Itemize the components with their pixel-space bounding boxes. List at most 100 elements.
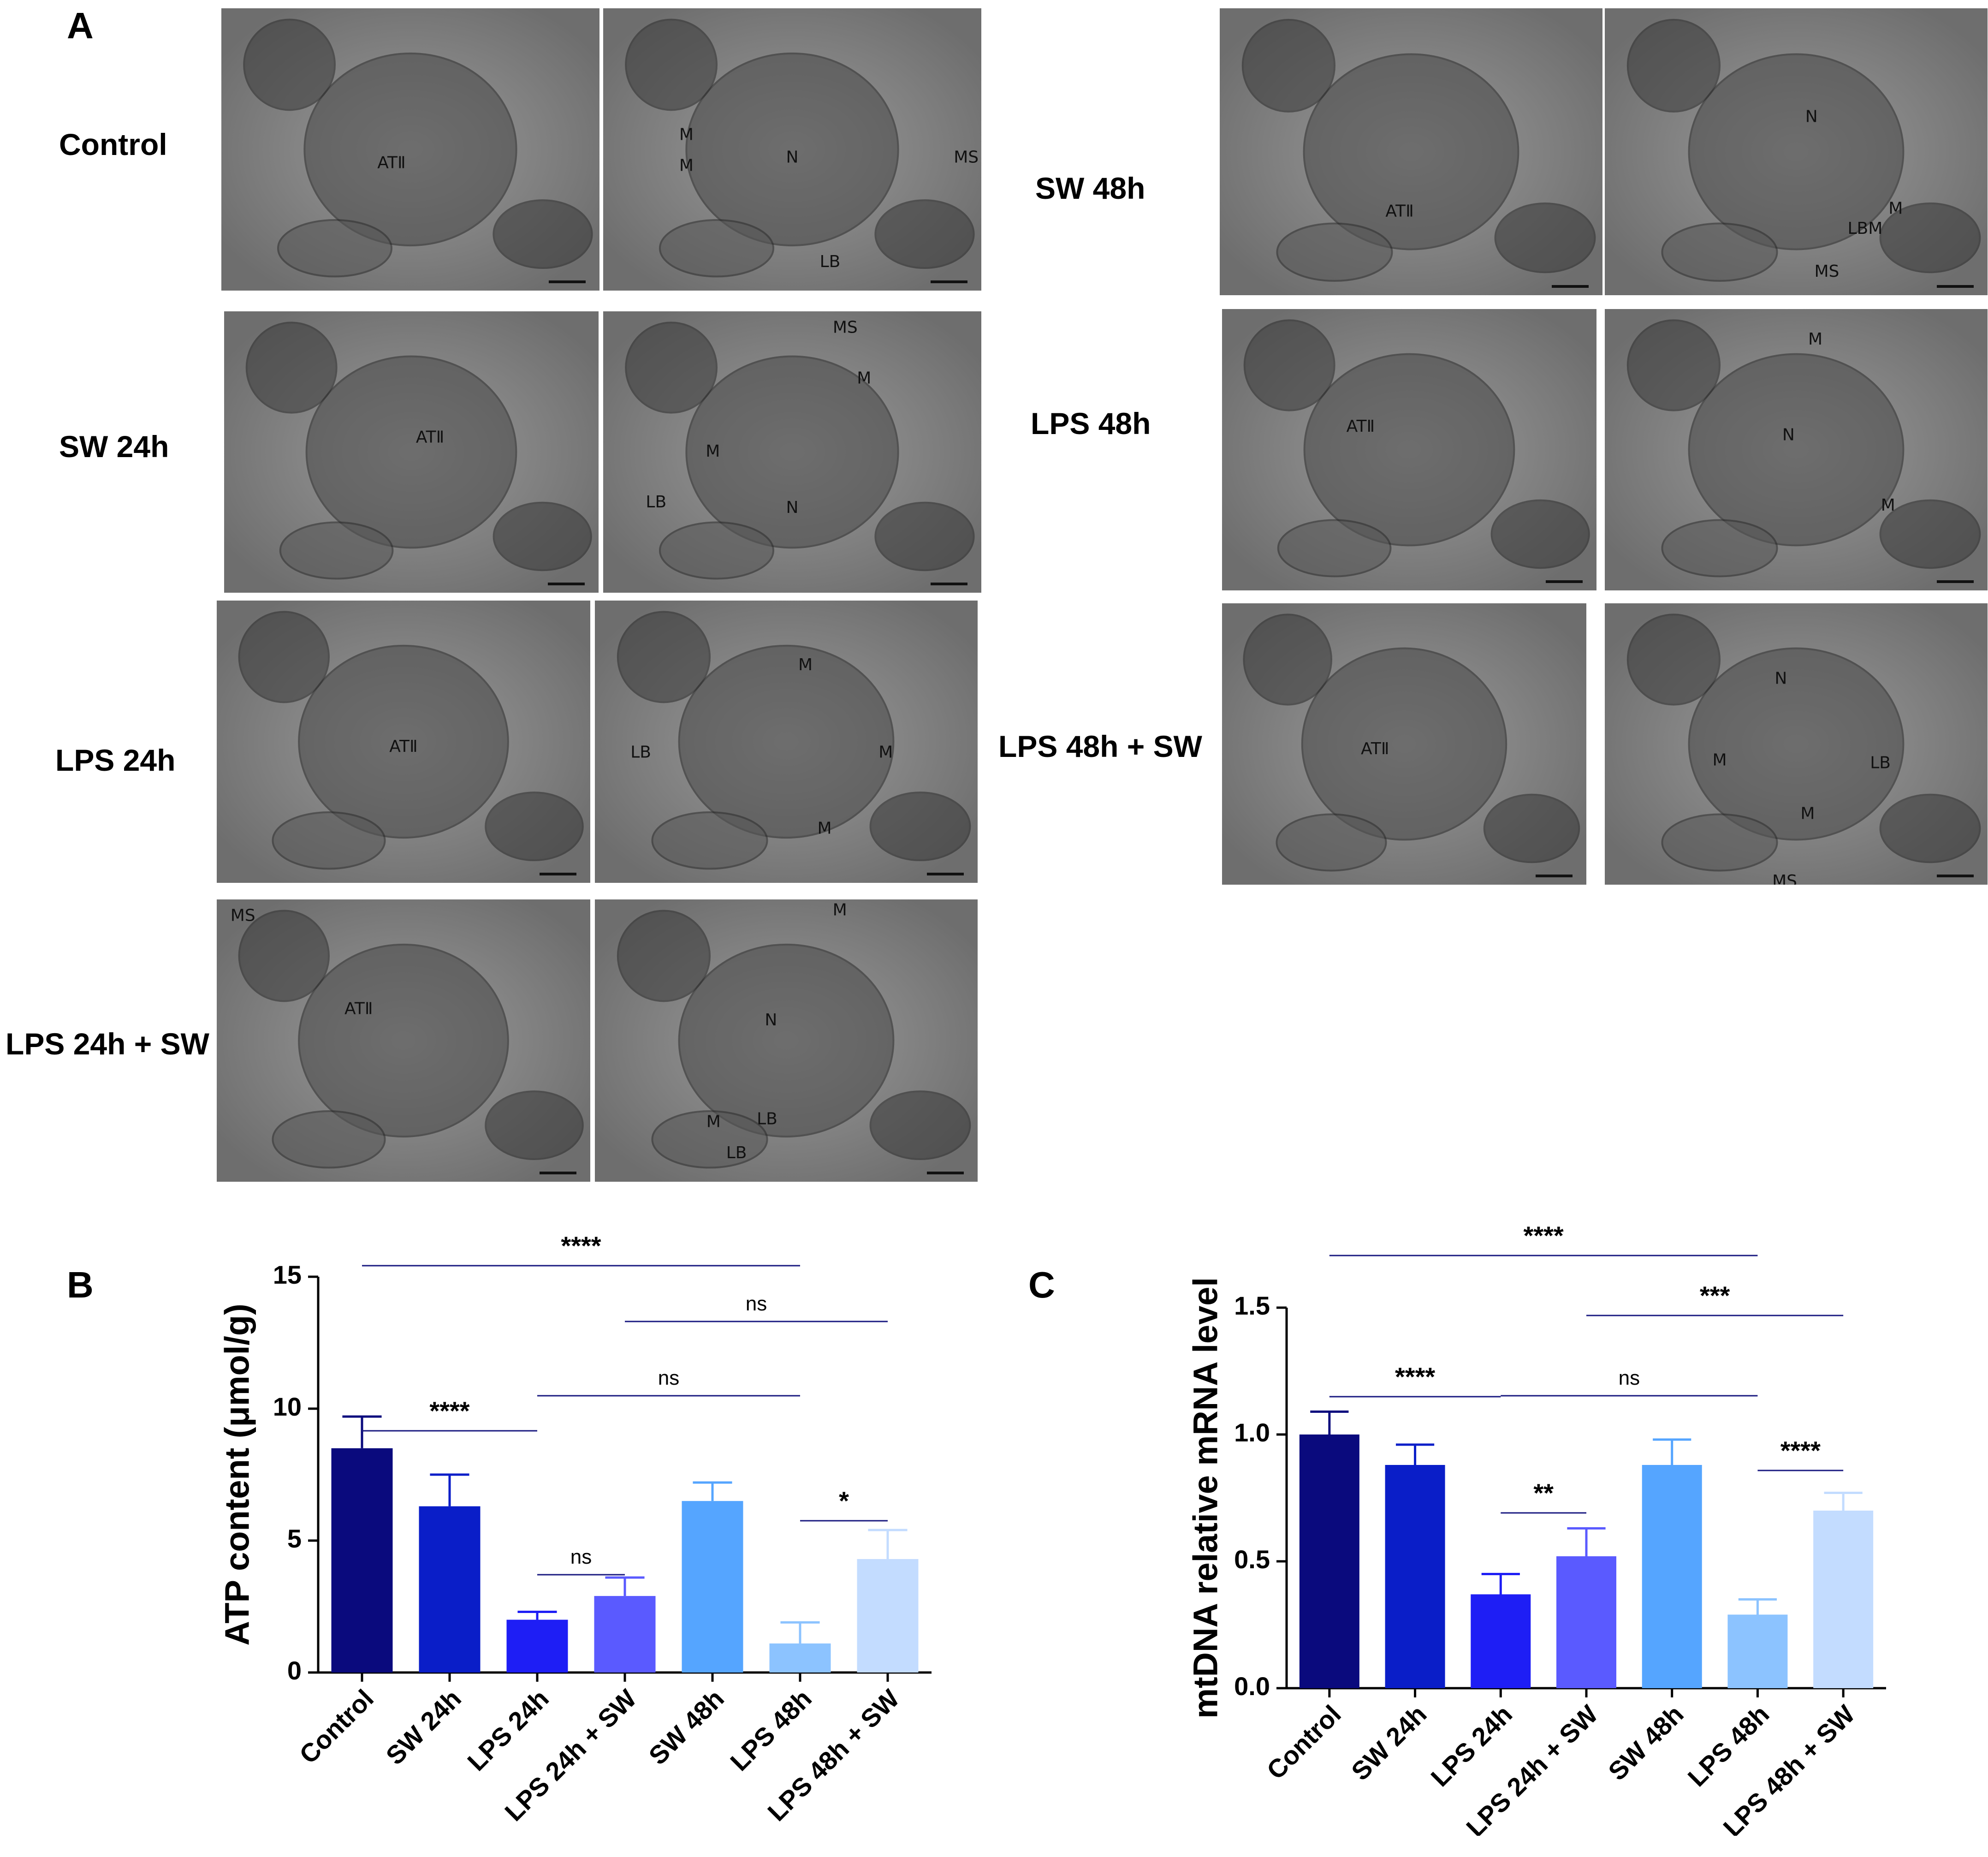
x-tick-label: SW 24h (1346, 1699, 1432, 1786)
em-annotation: M (1881, 496, 1895, 515)
row-label-sw-48h: SW 48h (1035, 171, 1145, 205)
bar (594, 1596, 656, 1672)
y-tick-label: 5 (287, 1524, 302, 1553)
bar (1556, 1556, 1616, 1688)
significance-label: ns (658, 1367, 679, 1389)
em-micrograph: ATⅡ (217, 601, 590, 883)
panel-label-b: B (67, 1264, 94, 1305)
em-micrograph: ATⅡ (1222, 603, 1586, 885)
em-annotation: M (798, 655, 813, 674)
em-annotation: N (786, 148, 799, 167)
em-micrograph: MS ATⅡ (217, 899, 590, 1182)
significance-label: **** (1780, 1436, 1821, 1465)
em-annotation: M (1712, 751, 1727, 770)
y-tick-label: 1.0 (1234, 1418, 1270, 1447)
significance-label: ** (1533, 1478, 1554, 1507)
significance-label: ns (1619, 1367, 1640, 1389)
em-annotation: LB (630, 743, 651, 762)
em-annotation: ATⅡ (416, 428, 445, 447)
em-micrograph: ATⅡ (1222, 309, 1596, 590)
em-annotation: MS (1814, 262, 1839, 281)
x-tick-label: SW 48h (1602, 1699, 1689, 1786)
bar (682, 1501, 743, 1672)
x-tick-label: SW 24h (380, 1684, 467, 1770)
em-annotation: ATⅡ (389, 737, 418, 756)
em-annotation: ATⅡ (344, 1000, 373, 1018)
y-tick-label: 15 (273, 1260, 302, 1289)
row-label-control: Control (59, 127, 167, 161)
em-annotation: LB (820, 252, 841, 271)
y-axis-label: ATP content (μmol/g) (221, 1303, 256, 1645)
em-micrograph: ATⅡ (221, 8, 599, 291)
bar (857, 1559, 919, 1672)
bar (331, 1448, 393, 1672)
significance-label: **** (1395, 1362, 1435, 1391)
em-annotation: MS (231, 906, 255, 925)
em-micrograph: M N M LB LB (595, 899, 978, 1182)
em-micrograph: N M LBM MS (1605, 8, 1988, 295)
em-micrograph: M M N MS LB (603, 8, 981, 291)
em-annotation: LB (726, 1143, 747, 1162)
em-annotation: M (1888, 199, 1903, 218)
significance-label: ns (570, 1546, 592, 1568)
significance-label: *** (1700, 1281, 1730, 1310)
bar (1299, 1434, 1359, 1688)
x-tick-label: LPS 48h (724, 1684, 817, 1776)
em-annotation: N (1805, 107, 1818, 126)
em-annotation: M (1808, 330, 1822, 349)
bar (506, 1619, 568, 1672)
y-axis-label: mtDNA relative mRNA level (1187, 1277, 1225, 1719)
significance-label: ns (746, 1292, 767, 1315)
em-annotation: LB (646, 493, 666, 512)
em-annotation: M (679, 125, 694, 144)
em-annotation: LBM (1847, 219, 1882, 238)
em-annotation: M (706, 1112, 721, 1131)
panel-label-c: C (1028, 1264, 1055, 1305)
em-annotation: LB (1870, 754, 1891, 773)
row-label-lps-48h-sw: LPS 48h + SW (998, 729, 1202, 763)
x-tick-label: SW 48h (643, 1684, 730, 1770)
bar (1385, 1465, 1445, 1688)
em-annotation: MS (1772, 872, 1797, 885)
em-annotation: MS (954, 148, 979, 167)
em-annotation: MS (833, 318, 858, 337)
em-annotation: M (833, 900, 847, 919)
y-tick-label: 0 (287, 1656, 302, 1685)
em-annotation: M (857, 369, 871, 387)
em-annotation: ATⅡ (1361, 739, 1389, 758)
em-micrograph: ATⅡ (224, 311, 599, 593)
bar (419, 1506, 481, 1672)
x-tick-label: LPS 24h (462, 1684, 554, 1776)
em-annotation: LB (757, 1109, 777, 1128)
row-label-lps-24h-sw: LPS 24h + SW (6, 1027, 209, 1061)
x-tick-label: Control (1261, 1699, 1346, 1785)
bar (1813, 1511, 1874, 1688)
y-tick-label: 0.5 (1234, 1545, 1270, 1574)
significance-label: **** (561, 1231, 601, 1260)
row-label-lps-24h: LPS 24h (55, 743, 176, 777)
em-annotation: N (1782, 426, 1795, 445)
em-annotation: ATⅡ (377, 154, 406, 173)
significance-label: * (839, 1486, 849, 1515)
em-micrograph: ATⅡ (1220, 8, 1602, 295)
em-micrograph: M LB M M (595, 601, 978, 883)
panel-label-a: A (67, 5, 94, 46)
em-micrograph: MS M M LB N (603, 311, 981, 593)
em-annotation: M (706, 442, 720, 461)
bar (1642, 1465, 1702, 1688)
em-annotation: M (878, 743, 893, 762)
y-tick-label: 1.5 (1234, 1291, 1270, 1320)
em-annotation: N (765, 1011, 777, 1030)
bar (1727, 1614, 1788, 1688)
em-annotation: M (817, 819, 831, 838)
bar (1471, 1594, 1531, 1688)
significance-label: **** (1524, 1221, 1564, 1250)
y-tick-label: 10 (273, 1392, 302, 1421)
significance-label: **** (429, 1396, 469, 1425)
mtdna-level-chart: 0.0 0.5 1.0 1.5 mtDNA relative mRNA level Con… (1187, 1221, 1886, 1836)
bar (769, 1643, 831, 1672)
em-annotation: N (1774, 669, 1787, 688)
em-micrograph: M N M (1605, 309, 1988, 590)
